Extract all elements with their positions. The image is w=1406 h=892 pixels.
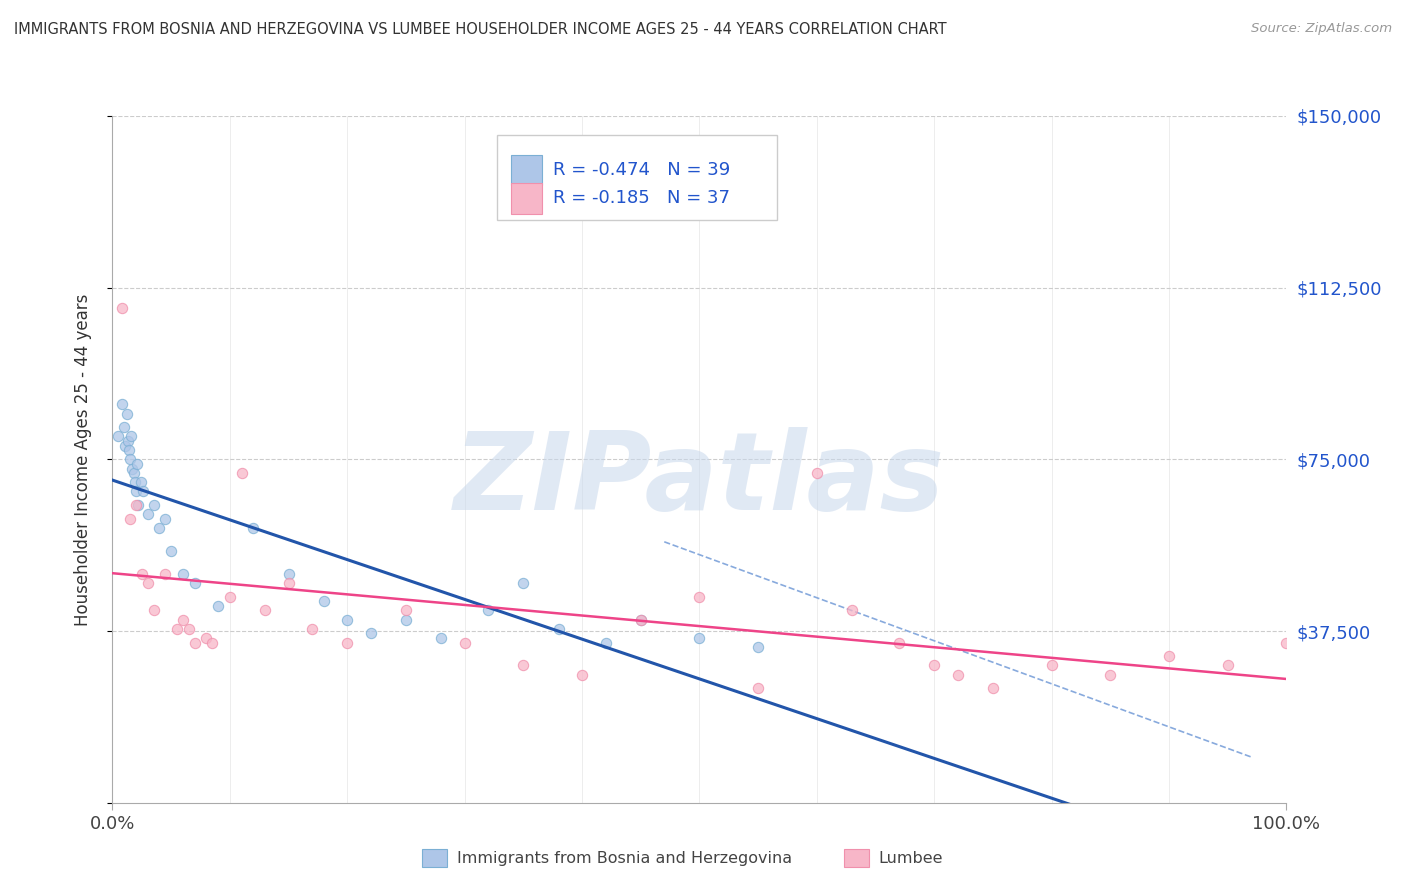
Point [277, 566, 299, 581]
Point [946, 667, 969, 681]
Point [1216, 658, 1239, 673]
Point [312, 594, 335, 608]
Point [231, 466, 253, 480]
Point [477, 603, 499, 617]
Point [218, 590, 242, 604]
Point [922, 658, 945, 673]
Point [547, 622, 569, 636]
Point [688, 631, 710, 645]
Point [148, 521, 170, 535]
Point [981, 681, 1004, 696]
Point [453, 635, 475, 649]
Point [395, 603, 418, 617]
Point [242, 521, 264, 535]
Point [395, 613, 418, 627]
Point [360, 626, 382, 640]
Point [120, 452, 142, 467]
Point [136, 576, 159, 591]
Point [1040, 658, 1063, 673]
Point [512, 658, 534, 673]
Point [195, 631, 218, 645]
Point [166, 622, 188, 636]
Point [301, 622, 323, 636]
Point [124, 475, 146, 490]
Point [595, 635, 617, 649]
Text: R = -0.474   N = 39: R = -0.474 N = 39 [554, 161, 731, 179]
Point [688, 590, 710, 604]
Point [112, 420, 135, 434]
Point [1099, 667, 1122, 681]
Point [630, 613, 652, 627]
Point [172, 613, 194, 627]
Text: ZIPatlas: ZIPatlas [454, 427, 945, 533]
Point [336, 635, 359, 649]
Point [125, 484, 148, 499]
Point [107, 429, 129, 443]
Point [806, 466, 828, 480]
Point [136, 508, 159, 522]
Point [155, 512, 177, 526]
Point [172, 566, 194, 581]
Point [117, 434, 139, 448]
Point [127, 498, 149, 512]
Point [630, 613, 652, 627]
Point [747, 681, 769, 696]
Point [120, 512, 142, 526]
Point [118, 443, 141, 458]
Point [155, 566, 177, 581]
Point [115, 407, 138, 421]
Point [571, 667, 593, 681]
Point [277, 576, 299, 591]
Text: Immigrants from Bosnia and Herzegovina: Immigrants from Bosnia and Herzegovina [457, 851, 792, 865]
Point [127, 457, 149, 471]
Point [1159, 649, 1181, 664]
Point [747, 640, 769, 654]
Point [254, 603, 277, 617]
Point [131, 566, 153, 581]
Point [183, 576, 205, 591]
Point [207, 599, 229, 613]
Point [114, 439, 136, 453]
Point [1275, 635, 1298, 649]
Point [125, 498, 148, 512]
Point [183, 635, 205, 649]
Point [142, 603, 165, 617]
Point [201, 635, 224, 649]
Text: Lumbee: Lumbee [879, 851, 943, 865]
Point [111, 397, 134, 411]
Point [142, 498, 165, 512]
Point [177, 622, 200, 636]
Point [336, 613, 359, 627]
Point [160, 544, 183, 558]
Point [120, 429, 142, 443]
Point [430, 631, 453, 645]
Point [512, 576, 534, 591]
Point [122, 466, 145, 480]
Y-axis label: Householder Income Ages 25 - 44 years: Householder Income Ages 25 - 44 years [73, 293, 91, 625]
Point [111, 301, 134, 316]
Point [129, 475, 152, 490]
Text: Source: ZipAtlas.com: Source: ZipAtlas.com [1251, 22, 1392, 36]
Text: R = -0.185   N = 37: R = -0.185 N = 37 [554, 189, 730, 208]
Point [841, 603, 863, 617]
Point [887, 635, 910, 649]
Text: IMMIGRANTS FROM BOSNIA AND HERZEGOVINA VS LUMBEE HOUSEHOLDER INCOME AGES 25 - 44: IMMIGRANTS FROM BOSNIA AND HERZEGOVINA V… [14, 22, 946, 37]
Point [121, 461, 143, 475]
Point [132, 484, 155, 499]
